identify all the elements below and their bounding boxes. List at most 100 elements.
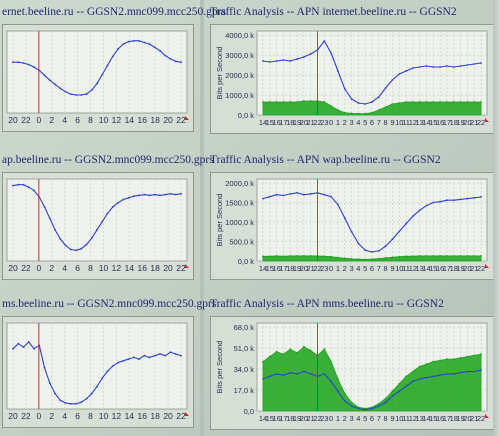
data-point: [164, 354, 167, 357]
data-point: [459, 357, 462, 359]
x-tick-label: 17: [443, 118, 451, 127]
x-tick-label: 20: [163, 411, 173, 421]
x-tick-label: 12: [409, 118, 417, 127]
x-tick-label: 3: [349, 118, 353, 127]
data-point: [446, 358, 448, 360]
data-point: [330, 195, 332, 198]
x-tick-label: 0: [36, 115, 41, 125]
x-tick-label: 16: [436, 118, 444, 127]
data-point: [377, 109, 380, 111]
data-point: [43, 366, 46, 369]
x-tick-label: 13: [416, 264, 424, 273]
data-point: [169, 58, 172, 60]
x-tick-label: 4: [356, 414, 360, 423]
panel-internet-gprs: ernet.beeline.ru -- GGSN2.mnc099.mcc250.…: [2, 4, 226, 132]
data-point: [466, 255, 469, 257]
data-point: [268, 101, 271, 103]
x-tick-label: 20: [300, 264, 308, 273]
data-point: [303, 345, 305, 348]
x-tick-label: 8: [384, 264, 388, 273]
data-point: [337, 70, 339, 72]
data-point: [111, 55, 114, 58]
panel-title: Traffic Analysis -- APN internet.beeline…: [210, 6, 457, 18]
data-point: [309, 349, 312, 352]
chart-svg: 20 22 0 2 4 6 8 10 12 14 16 18 20 22: [6, 30, 189, 125]
data-point: [33, 66, 35, 68]
data-point: [432, 66, 435, 68]
data-point: [303, 193, 305, 196]
plot-area: [6, 178, 188, 262]
x-tick-label: 9: [390, 264, 394, 273]
x-tick-label: 15: [429, 264, 437, 273]
x-tick-label: 1: [336, 414, 340, 423]
x-tick-label: 12: [409, 264, 417, 273]
data-point: [59, 87, 62, 90]
data-point: [43, 206, 46, 208]
data-point: [268, 255, 271, 258]
data-point: [268, 375, 271, 378]
data-point: [418, 255, 421, 257]
data-point: [117, 48, 119, 50]
data-point: [466, 101, 469, 103]
data-point: [323, 373, 326, 375]
data-point: [127, 197, 130, 199]
data-point: [143, 41, 146, 44]
x-tick-label: 4: [356, 264, 360, 273]
data-point: [337, 109, 339, 111]
data-point: [303, 56, 305, 58]
data-point: [350, 401, 353, 404]
x-tick-label: 23: [320, 118, 328, 127]
data-point: [459, 65, 462, 67]
data-point: [391, 79, 394, 81]
data-point: [459, 371, 462, 374]
data-point: [466, 197, 469, 200]
data-point: [159, 49, 161, 52]
y-tick-label: 2000,0 k: [225, 71, 254, 80]
x-tick-label: 10: [395, 414, 403, 423]
data-point: [275, 101, 278, 103]
data-point: [371, 111, 373, 114]
data-point: [323, 193, 326, 196]
x-tick-label: 12: [112, 411, 122, 421]
data-point: [54, 83, 56, 86]
data-point: [17, 183, 20, 186]
data-point: [296, 101, 298, 103]
x-tick-label: 14: [422, 118, 430, 127]
data-point: [446, 255, 448, 257]
x-tick-label: 18: [286, 414, 294, 423]
x-tick-label: 23: [320, 414, 328, 423]
chart-pane: 20 22 0 2 4 6 8 10 12 14 16 18 20 22: [2, 172, 194, 280]
data-point: [466, 370, 469, 373]
chart-pane: 14 15 16 17 18 19 20 21 22 23 0 1 2 3 4 5 6 7 8 9 10 11 12 13 14…: [210, 316, 494, 430]
data-point: [143, 354, 146, 357]
data-point: [289, 371, 292, 374]
data-point: [17, 342, 20, 345]
x-tick-label: 15: [266, 118, 274, 127]
data-point: [377, 96, 380, 98]
data-point: [153, 46, 156, 49]
axis-arrow-icon: [185, 264, 189, 268]
data-point: [337, 203, 339, 206]
panel-title: Traffic Analysis -- APN mms.beeline.ru -…: [210, 298, 444, 310]
data-point: [377, 402, 380, 405]
x-tick-label: 22: [21, 263, 31, 273]
data-point: [303, 255, 305, 257]
y-tick-label: 34,0 k: [234, 365, 255, 374]
data-point: [384, 257, 387, 259]
data-point: [143, 193, 146, 196]
data-point: [473, 196, 476, 199]
chart-pane: 14 15 16 17 18 19 20 21 22 23 0 1 2 3 4 5 6 7 8 9 10 11 12 13 14…: [210, 24, 494, 134]
data-point: [343, 400, 346, 402]
data-point: [480, 369, 482, 372]
data-point: [452, 199, 455, 202]
data-point: [111, 365, 114, 367]
data-point: [12, 347, 14, 350]
data-point: [27, 341, 30, 343]
data-point: [174, 353, 177, 355]
data-point: [480, 62, 482, 64]
x-tick-label: 10: [99, 115, 109, 125]
data-point: [330, 360, 332, 363]
data-point: [303, 370, 305, 373]
x-tick-label: 14: [125, 411, 135, 421]
